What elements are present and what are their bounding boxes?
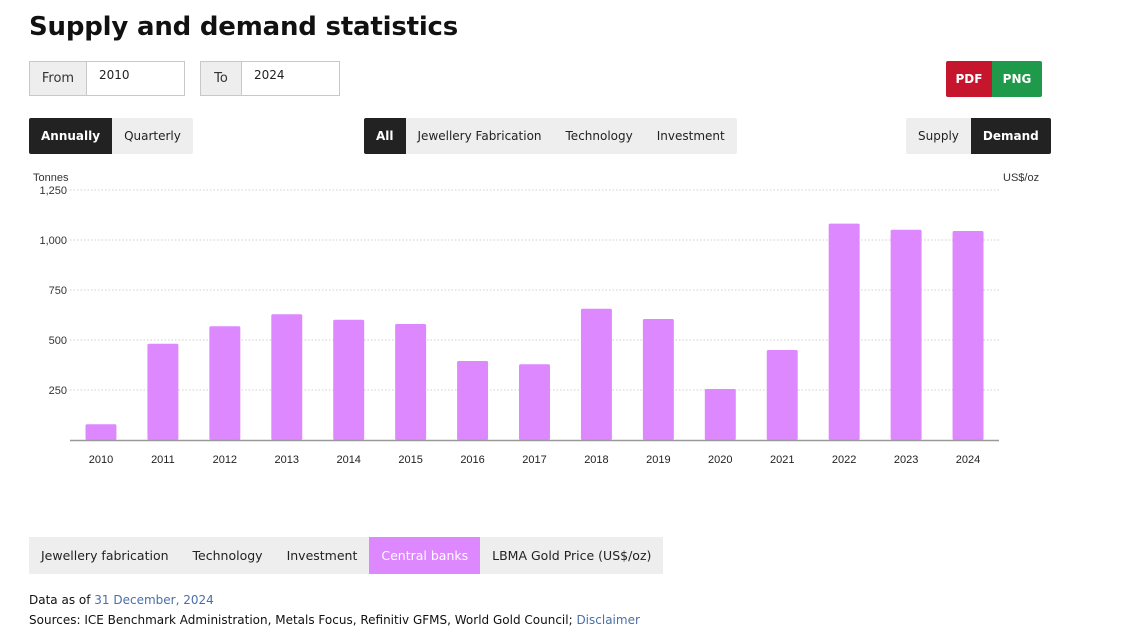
quarterly-button[interactable]: Quarterly — [112, 118, 193, 154]
data-as-of-label: Data as of — [29, 593, 95, 607]
to-year-input[interactable] — [242, 62, 339, 95]
y-tick-labels: 250 500 750 1,000 1,250 — [39, 185, 67, 397]
technology-button[interactable]: Technology — [553, 118, 645, 154]
y-tick-label: 1,000 — [39, 235, 67, 247]
bar-2021[interactable] — [766, 350, 798, 440]
category-toggle: All Jewellery Fabrication Technology Inv… — [364, 118, 737, 154]
jewellery-fabrication-button[interactable]: Jewellery Fabrication — [405, 118, 554, 154]
to-date-group: To — [200, 61, 340, 96]
bar-2024[interactable] — [952, 231, 984, 440]
series-legend: Jewellery fabrication Technology Investm… — [29, 537, 664, 574]
y-tick-label: 1,250 — [39, 185, 67, 197]
y-axis-unit-right: US$/oz — [1003, 172, 1040, 184]
x-tick-label: 2018 — [584, 454, 608, 466]
data-as-of-date: 31 December, 2024 — [94, 593, 214, 607]
x-tick-label: 2022 — [832, 454, 856, 466]
bar-2023[interactable] — [890, 229, 922, 440]
legend-lbma-gold-price[interactable]: LBMA Gold Price (US$/oz) — [480, 537, 664, 574]
period-toggle: Annually Quarterly — [29, 118, 193, 154]
bar-2017[interactable] — [519, 364, 550, 440]
x-tick-label: 2019 — [646, 454, 670, 466]
all-button[interactable]: All — [364, 118, 406, 154]
bar-chart: 250 500 750 1,000 1,250 2010 2011 2012 2013 2014… — [39, 185, 999, 466]
x-tick-label: 2024 — [956, 454, 980, 466]
annually-button[interactable]: Annually — [29, 118, 113, 154]
x-tick-label: 2010 — [89, 454, 113, 466]
legend-jewellery-fabrication[interactable]: Jewellery fabrication — [29, 537, 181, 574]
from-date-group: From — [29, 61, 185, 96]
x-tick-label: 2015 — [398, 454, 422, 466]
mode-toggle: Supply Demand — [906, 118, 1051, 154]
bars — [85, 223, 984, 440]
bar-2022[interactable] — [828, 223, 860, 440]
x-tick-label: 2011 — [151, 454, 175, 466]
sources-text: Sources: ICE Benchmark Administration, M… — [29, 613, 577, 627]
bar-2019[interactable] — [642, 319, 674, 440]
page-title: Supply and demand statistics — [29, 12, 459, 42]
x-tick-label: 2020 — [708, 454, 732, 466]
bar-2020[interactable] — [704, 389, 736, 440]
from-year-input[interactable] — [87, 62, 184, 95]
investment-button[interactable]: Investment — [644, 118, 737, 154]
y-tick-label: 250 — [49, 385, 67, 397]
export-buttons: PDF PNG — [946, 61, 1042, 97]
x-tick-labels: 2010 2011 2012 2013 2014 2015 2016 2017 2018 2019… — [89, 454, 981, 466]
bar-2015[interactable] — [395, 324, 427, 440]
to-label: To — [201, 62, 242, 95]
x-tick-label: 2012 — [213, 454, 237, 466]
png-export-button[interactable]: PNG — [992, 61, 1042, 97]
pdf-export-button[interactable]: PDF — [946, 61, 992, 97]
bar-2014[interactable] — [333, 319, 365, 440]
x-tick-label: 2013 — [275, 454, 299, 466]
sources-line: Sources: ICE Benchmark Administration, M… — [29, 613, 640, 627]
from-label: From — [30, 62, 87, 95]
x-tick-label: 2017 — [522, 454, 546, 466]
disclaimer-link[interactable]: Disclaimer — [576, 613, 640, 627]
legend-investment[interactable]: Investment — [274, 537, 370, 574]
y-axis-unit-left: Tonnes — [33, 172, 69, 184]
supply-button[interactable]: Supply — [906, 118, 971, 154]
x-tick-label: 2014 — [336, 454, 360, 466]
bar-2013[interactable] — [271, 314, 303, 440]
bar-2011[interactable] — [147, 343, 179, 440]
bar-2012[interactable] — [209, 326, 241, 440]
bar-2016[interactable] — [457, 361, 489, 440]
data-as-of: Data as of 31 December, 2024 — [29, 593, 214, 607]
y-tick-label: 500 — [49, 335, 67, 347]
demand-button[interactable]: Demand — [970, 118, 1051, 154]
bar-2010[interactable] — [85, 424, 117, 440]
y-tick-label: 750 — [49, 285, 67, 297]
x-tick-label: 2023 — [894, 454, 918, 466]
x-tick-label: 2016 — [460, 454, 484, 466]
legend-technology[interactable]: Technology — [180, 537, 275, 574]
legend-central-banks[interactable]: Central banks — [369, 537, 481, 574]
bar-2018[interactable] — [580, 308, 612, 440]
x-tick-label: 2021 — [770, 454, 794, 466]
